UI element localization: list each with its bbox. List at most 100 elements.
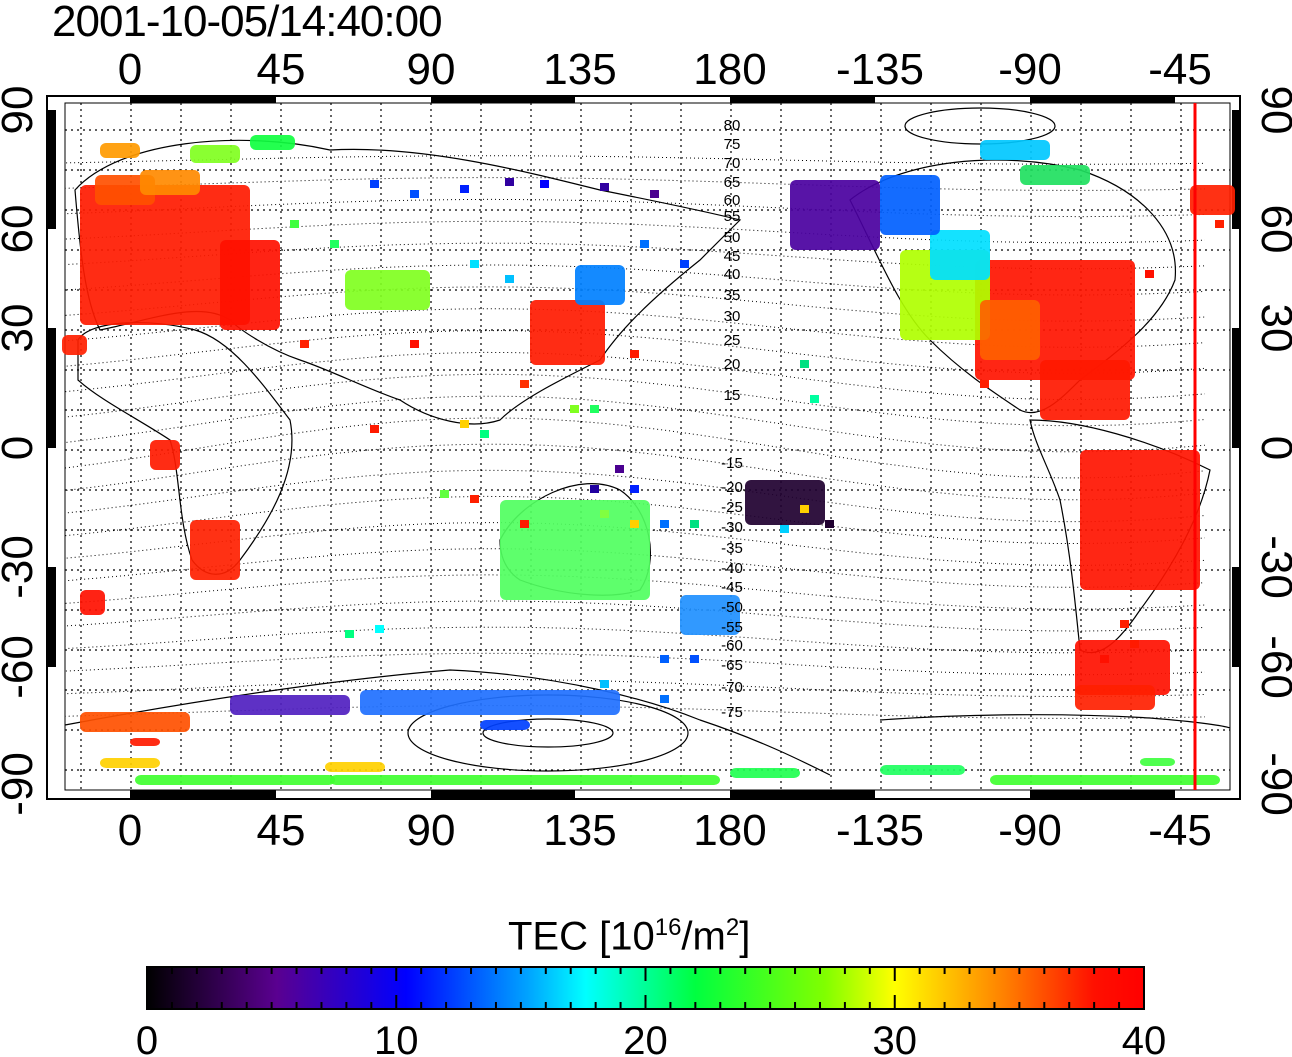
tec-station	[570, 405, 579, 413]
tec-station	[1215, 220, 1224, 228]
left-lat-label: 60	[0, 205, 42, 254]
tec-patch	[930, 230, 990, 280]
tec-station	[680, 260, 689, 268]
tec-patch	[1080, 450, 1200, 590]
tec-patch	[130, 738, 160, 746]
tec-patch	[100, 143, 140, 158]
tec-data	[62, 135, 1235, 785]
tec-station	[460, 420, 469, 428]
tec-station	[300, 340, 309, 348]
geomag-contour	[64, 330, 1206, 374]
top-lon-label: 45	[257, 45, 306, 94]
bottom-border-bar	[431, 790, 575, 799]
geomag-north-label: 45	[724, 248, 741, 265]
south-magnetic-loop-inner	[482, 718, 614, 748]
tec-station	[520, 380, 529, 388]
tec-station	[630, 350, 639, 358]
geomag-contour	[64, 242, 1206, 270]
colorbar-label: 40	[1122, 1019, 1167, 1057]
colorbar-label: 10	[374, 1019, 419, 1057]
tec-patch	[140, 170, 200, 195]
geomag-south-label: -20	[721, 479, 743, 496]
tec-patch	[190, 520, 240, 580]
tec-station	[640, 240, 649, 248]
geomag-north-label: 15	[724, 387, 741, 404]
bottom-lon-label: 135	[543, 806, 616, 855]
tec-station	[470, 495, 479, 503]
coast-antarctica	[64, 669, 1231, 776]
tec-station	[505, 178, 514, 186]
left-border-bar	[47, 328, 56, 448]
tec-station	[470, 260, 479, 268]
tec-station	[480, 430, 489, 438]
geomag-north-label: 40	[724, 266, 741, 283]
tec-patch	[1040, 360, 1130, 420]
tec-station	[370, 425, 379, 433]
tec-patch	[135, 775, 335, 785]
top-lon-label: 0	[118, 45, 142, 94]
geomag-contour	[64, 395, 1206, 453]
geomag-south-label: -60	[721, 637, 743, 654]
colorbar-ticks	[146, 967, 1145, 1009]
tec-station	[410, 190, 419, 198]
top-border-bar	[431, 96, 575, 103]
tec-station	[660, 655, 669, 663]
geomag-north-label: 55	[724, 208, 741, 225]
bottom-border-bar	[130, 790, 276, 799]
geomag-north-label: 75	[724, 136, 741, 153]
tec-patch	[150, 440, 180, 470]
bottom-lon-label: 180	[693, 806, 766, 855]
geomag-contour	[64, 155, 1206, 165]
bottom-lon-label: 90	[407, 806, 456, 855]
geomag-contour	[64, 198, 1206, 218]
bottom-border-bar	[1030, 790, 1175, 799]
right-border-bar	[1232, 110, 1240, 229]
tec-station	[370, 180, 379, 188]
top-lon-label: -135	[836, 45, 924, 94]
top-lon-label: -90	[998, 45, 1062, 94]
tec-station	[520, 520, 529, 528]
tec-patch	[62, 335, 87, 355]
tec-station	[660, 695, 669, 703]
geomag-contour	[64, 600, 1206, 632]
geomag-north-label: 35	[724, 287, 741, 304]
tec-patch	[1020, 165, 1090, 185]
tec-patch	[745, 480, 825, 525]
geomag-south-label: -40	[721, 560, 743, 577]
geomag-north-label: 65	[724, 174, 741, 191]
coast-africa	[77, 321, 293, 575]
tec-patch	[230, 695, 350, 715]
colorbar-label: 30	[873, 1019, 918, 1057]
bottom-lon-label: -45	[1148, 806, 1212, 855]
geomag-north-label: 50	[724, 229, 741, 246]
tec-station	[590, 405, 599, 413]
top-lon-label: -45	[1148, 45, 1212, 94]
tec-station	[650, 190, 659, 198]
geomag-south-label: -25	[721, 499, 743, 516]
tec-station	[660, 520, 669, 528]
left-border-bar	[47, 567, 56, 667]
geomag-south-label: -70	[721, 679, 743, 696]
geomag-contour	[64, 626, 1206, 654]
tec-station	[825, 520, 834, 528]
tec-station	[345, 630, 354, 638]
right-lat-label: -30	[1252, 535, 1292, 599]
tec-station	[800, 360, 809, 368]
tec-station	[980, 380, 989, 388]
tec-station	[460, 185, 469, 193]
right-lat-label: 0	[1252, 436, 1292, 460]
geomag-contour	[64, 652, 1206, 676]
geomag-contour	[64, 417, 1206, 479]
right-border-bar	[1232, 567, 1240, 667]
bottom-lon-label: -135	[836, 806, 924, 855]
geomag-contour	[64, 443, 1206, 501]
top-lon-label: 135	[543, 45, 616, 94]
tec-patch	[530, 300, 605, 365]
geomag-south-labels: -15 -20 -25 -30 -35 -40 -45 -50 -55-60 -65 -70 -75	[721, 455, 743, 721]
tec-patch	[1075, 640, 1170, 695]
colorbar-title-exp2: 2	[725, 914, 740, 941]
tec-station	[600, 680, 609, 688]
tec-patch	[1075, 685, 1155, 710]
right-lat-label: -90	[1252, 752, 1292, 816]
